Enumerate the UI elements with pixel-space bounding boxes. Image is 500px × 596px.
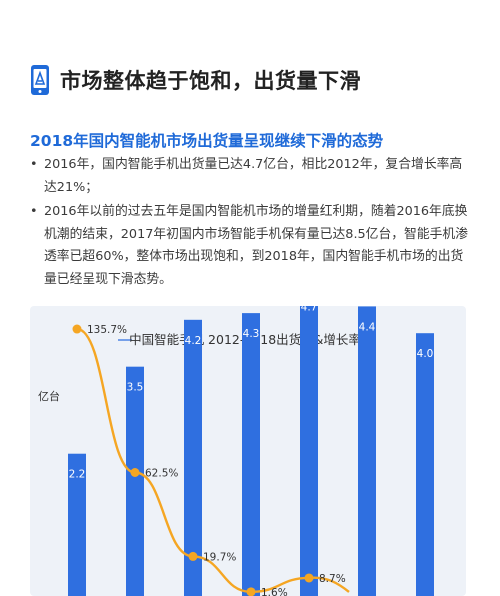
bullet-item: 2016年，国内智能手机出货量已达4.7亿台，相比2012年，复合增长率高达21… — [30, 154, 472, 199]
section-header: 市场整体趋于饱和，出货量下滑 — [30, 62, 361, 98]
bar-value-label: 4.0 — [417, 348, 434, 360]
sub-title: 2018年国内智能机市场出货量呈现继续下滑的态势 — [30, 132, 384, 150]
bar-value-label: 4.4 — [359, 321, 376, 333]
bar — [300, 306, 318, 596]
y-axis-unit: 亿台 — [38, 389, 60, 403]
shipment-chart: 中国智能手机 2012-2018出货量&增长率 亿台 2.23.54.24.34… — [38, 306, 434, 596]
growth-value-label: 135.7% — [87, 324, 127, 336]
growth-value-label: 19.7% — [203, 551, 236, 563]
bar — [358, 306, 376, 596]
bar-value-label: 4.7 — [301, 306, 318, 313]
growth-point — [246, 587, 256, 596]
growth-point — [188, 551, 198, 561]
bar-value-label: 3.5 — [127, 382, 144, 394]
growth-value-label: 1.6% — [261, 587, 288, 596]
bar — [126, 366, 144, 596]
bar-value-label: 2.2 — [69, 469, 86, 481]
section-title: 市场整体趋于饱和，出货量下滑 — [60, 69, 361, 93]
growth-point — [130, 468, 140, 477]
chart-card: 中国智能手机 2012-2018出货量&增长率 亿台 2.2 3.5 4.2 4.3 4… — [30, 306, 466, 596]
growth-value-label: 62.5% — [145, 468, 178, 480]
bar-value-label: 4.2 — [185, 335, 202, 347]
bar — [416, 333, 434, 596]
bar — [184, 319, 202, 596]
growth-point — [304, 573, 314, 583]
growth-value-label: 8.7% — [319, 573, 346, 585]
bar — [68, 453, 86, 596]
phone-icon — [31, 65, 49, 95]
bullet-item: 2016年以前的过去五年是国内智能机市场的增量红利期，随着2016年底换机潮的结… — [30, 201, 472, 291]
bar-value-label: 4.3 — [243, 328, 260, 340]
bullet-list: 2016年，国内智能手机出货量已达4.7亿台，相比2012年，复合增长率高达21… — [30, 154, 472, 293]
growth-point — [72, 324, 82, 334]
bar — [242, 313, 260, 596]
